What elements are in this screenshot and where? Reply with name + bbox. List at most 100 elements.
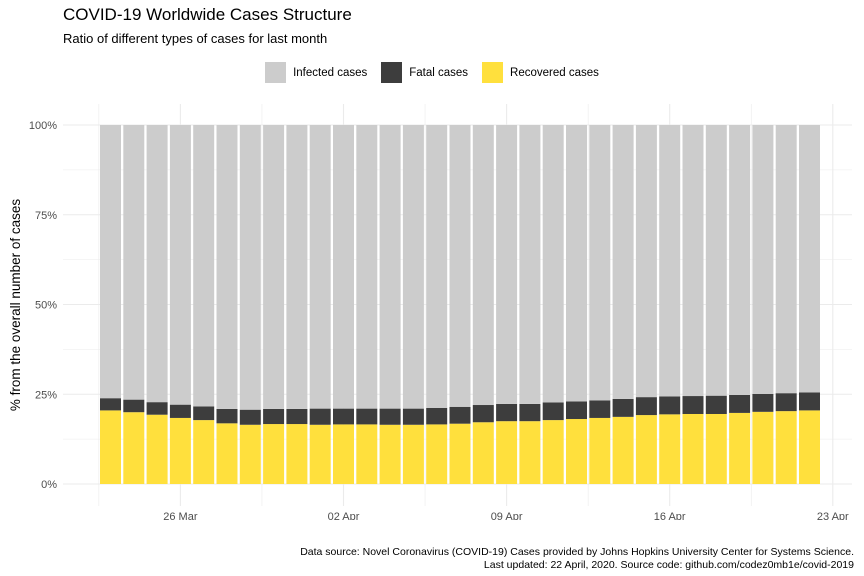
legend-swatch-recovered (482, 62, 504, 83)
bar-infected (426, 125, 448, 408)
legend-label-infected: Infected cases (293, 66, 368, 79)
bar-infected (566, 125, 587, 402)
bar-fatal (333, 408, 354, 425)
bars (100, 125, 820, 484)
caption-line-1: Data source: Novel Coronavirus (COVID-19… (300, 546, 854, 558)
bar-infected (146, 125, 168, 403)
bar-fatal (309, 408, 331, 425)
caption-line-2: Last updated: 22 April, 2020. Source cod… (483, 558, 854, 571)
bar-fatal (729, 394, 751, 413)
legend-item-fatal: Fatal cases (381, 62, 468, 83)
bar-recovered (333, 424, 354, 484)
legend-label-fatal: Fatal cases (409, 66, 469, 79)
bar-fatal (169, 404, 191, 418)
bar-fatal (659, 396, 681, 415)
y-tick-label: 50% (35, 300, 57, 312)
bar-infected (402, 125, 424, 409)
bar-recovered (123, 412, 145, 484)
bar-fatal (356, 408, 378, 425)
bar-infected (496, 125, 518, 404)
y-tick-label: 75% (35, 210, 57, 222)
y-axis-label: % from the overall number of cases (8, 199, 23, 412)
bar-recovered (705, 413, 727, 484)
bar-recovered (682, 413, 704, 484)
bar-recovered (519, 421, 541, 484)
bar-recovered (356, 424, 378, 484)
bar-fatal (752, 393, 774, 412)
legend-item-infected: Infected cases (265, 62, 367, 83)
bar-recovered (496, 421, 518, 484)
bar-infected (309, 125, 331, 409)
bar-infected (705, 125, 727, 396)
bar-recovered (309, 424, 331, 484)
legend-label-recovered: Recovered cases (510, 66, 599, 79)
bar-recovered (239, 424, 261, 484)
bar-infected (682, 125, 704, 397)
bar-fatal (589, 400, 611, 418)
chart-caption: Data source: Novel Coronavirus (COVID-19… (300, 546, 854, 571)
x-axis-ticks: 26 Mar 02 Apr 09 Apr 16 Apr 23 Apr (163, 511, 849, 520)
bar-recovered (402, 424, 424, 484)
chart-subtitle: Ratio of different types of cases for la… (63, 31, 328, 46)
bar-infected (659, 125, 681, 397)
y-axis-ticks: 0% 25% 50% 75% 100% (29, 120, 57, 491)
bar-fatal (239, 409, 261, 425)
bar-recovered (542, 420, 564, 484)
bar-fatal (286, 408, 308, 425)
bar-recovered (100, 410, 121, 484)
bar-infected (100, 125, 121, 399)
bar-infected (519, 125, 541, 404)
bar-infected (612, 125, 634, 399)
bar-infected (775, 125, 797, 394)
bar-fatal (566, 401, 587, 420)
bar-infected (286, 125, 308, 409)
bar-fatal (100, 398, 121, 411)
y-tick-label: 100% (29, 120, 57, 132)
bar-fatal (472, 405, 494, 423)
bar-infected (379, 125, 401, 409)
bar-fatal (542, 402, 564, 421)
bar-recovered (263, 424, 285, 484)
bar-recovered (472, 422, 494, 484)
bar-recovered (426, 424, 448, 484)
bar-fatal (193, 406, 215, 421)
chart-title: COVID-19 Worldwide Cases Structure (63, 5, 352, 24)
bar-fatal (799, 392, 820, 411)
bar-fatal (519, 403, 541, 422)
bar-recovered (775, 411, 797, 484)
bar-recovered (286, 424, 308, 484)
bar-fatal (402, 408, 424, 425)
bar-fatal (146, 402, 168, 415)
bar-fatal (635, 397, 657, 416)
bar-infected (333, 125, 354, 409)
legend: Infected cases Fatal cases Recovered cas… (0, 62, 864, 83)
bar-fatal (216, 408, 238, 424)
bar-recovered (589, 417, 611, 484)
bar-infected (356, 125, 378, 409)
bar-recovered (799, 410, 820, 484)
bar-infected (635, 125, 657, 398)
x-tick-label: 23 Apr (817, 511, 849, 520)
bar-infected (193, 125, 215, 407)
bar-recovered (169, 417, 191, 484)
legend-swatch-infected (265, 62, 287, 83)
bar-fatal (705, 395, 727, 414)
bar-recovered (216, 423, 238, 484)
bar-infected (472, 125, 494, 406)
bar-recovered (752, 411, 774, 484)
bar-recovered (659, 414, 681, 484)
x-tick-label: 09 Apr (491, 511, 523, 520)
bar-fatal (449, 406, 471, 424)
bar-infected (216, 125, 238, 409)
bar-recovered (379, 424, 401, 484)
bar-infected (449, 125, 471, 407)
y-tick-label: 0% (41, 479, 57, 491)
bar-infected (263, 125, 285, 409)
x-tick-label: 26 Mar (163, 511, 198, 520)
bar-recovered (612, 416, 634, 484)
bar-infected (542, 125, 564, 403)
legend-item-recovered: Recovered cases (482, 62, 599, 83)
bar-recovered (566, 419, 587, 484)
bar-infected (729, 125, 751, 395)
bar-recovered (729, 412, 751, 484)
